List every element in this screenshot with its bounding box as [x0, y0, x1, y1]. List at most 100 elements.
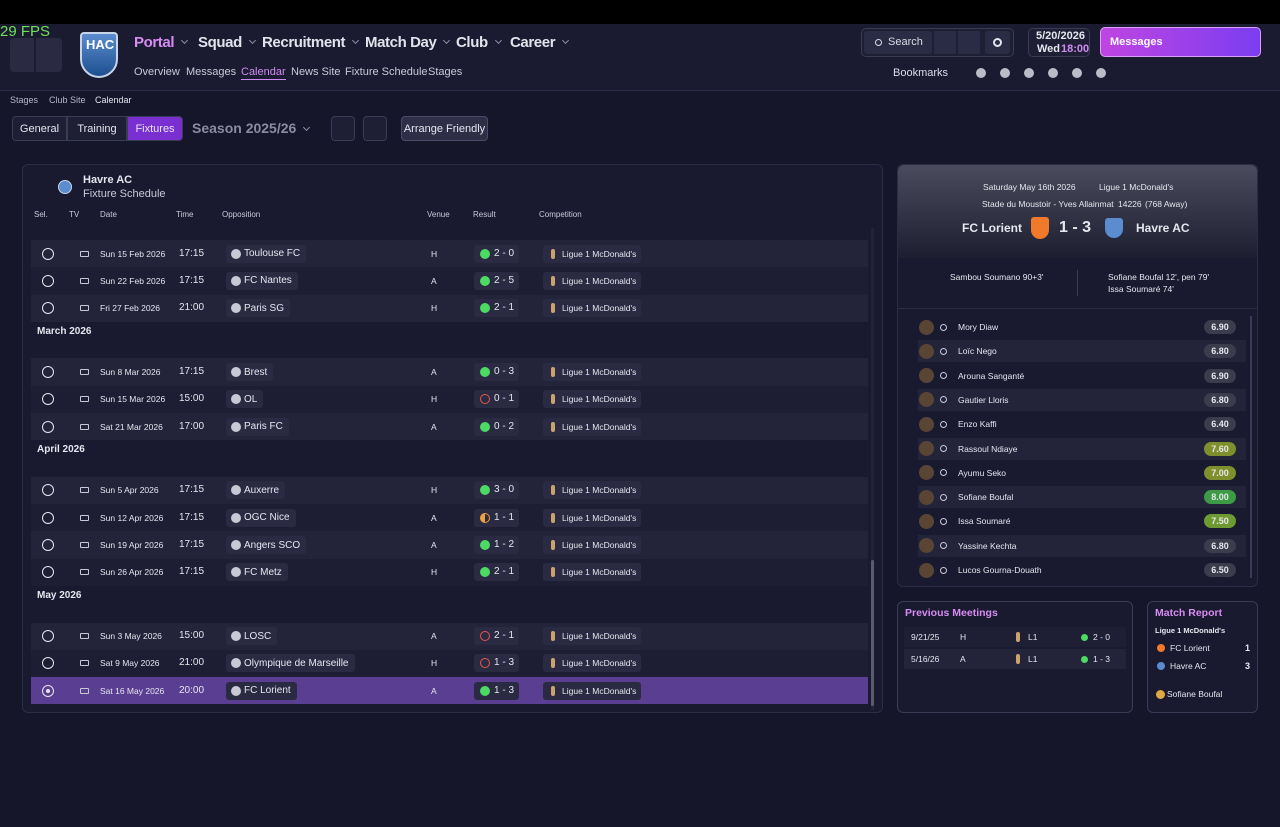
fixture-row[interactable] [31, 504, 868, 532]
next-season[interactable] [363, 116, 387, 141]
opponent-pill[interactable]: Toulouse FC [226, 244, 307, 263]
opponent-name[interactable]: FC Lorient [244, 685, 291, 697]
nav-label[interactable]: Squad [198, 33, 242, 51]
fixture-row[interactable] [31, 385, 868, 413]
fixture-row[interactable] [31, 558, 868, 586]
opponent-name[interactable]: Auxerre [244, 484, 280, 496]
opponent-pill[interactable]: Paris SG [226, 299, 291, 318]
fixture-row[interactable] [31, 649, 868, 678]
ball-button[interactable] [958, 31, 980, 54]
opponent-pill[interactable]: FC Metz [226, 563, 288, 582]
messages-label[interactable]: Messages [1110, 36, 1163, 48]
breadcrumb-item[interactable]: Calendar [95, 95, 132, 105]
player-name[interactable]: Mory Diaw [958, 322, 999, 332]
fixture-row[interactable] [31, 240, 868, 268]
opponent-pill[interactable]: Brest [226, 363, 274, 381]
tab[interactable]: General [12, 116, 67, 141]
player-row[interactable] [918, 534, 1246, 557]
opponent-name[interactable]: OL [244, 393, 258, 405]
opponent-pill[interactable]: LOSC [226, 627, 278, 646]
subnav-item[interactable]: Stages [428, 66, 463, 78]
opponent-name[interactable]: Toulouse FC [244, 248, 301, 260]
opponent-name[interactable]: FC Metz [244, 566, 282, 578]
breadcrumb-item[interactable]: Club Site [49, 95, 86, 105]
opponent-pill[interactable]: Angers SCO [226, 536, 307, 554]
opponent-name[interactable]: Paris SG [244, 302, 285, 314]
player-name[interactable]: Lucos Gourna-Douath [958, 565, 1042, 575]
opponent-name[interactable]: Olympique de Marseille [244, 657, 349, 669]
nav-item[interactable]: Career [510, 32, 570, 52]
nav-item[interactable]: Squad [198, 32, 256, 52]
opponent-name[interactable]: Angers SCO [244, 539, 301, 551]
bookmarks-label[interactable]: Bookmarks [893, 67, 949, 79]
season-selector[interactable]: Season 2025/26 [192, 120, 311, 136]
player-name[interactable]: Sofiane Boufal [958, 492, 1014, 503]
fixture-row[interactable] [31, 294, 868, 322]
fixture-row[interactable] [31, 476, 868, 505]
fixture-row[interactable] [31, 622, 868, 650]
subnav-item[interactable]: Calendar [241, 66, 286, 80]
opponent-name[interactable]: Paris FC [244, 421, 283, 433]
player-row[interactable] [918, 437, 1246, 460]
opponent-pill[interactable]: FC Nantes [226, 271, 298, 290]
player-name[interactable]: Issa Soumaré [958, 516, 1011, 527]
player-name[interactable]: Enzo Kaffi [958, 419, 997, 430]
subnav-item[interactable]: Fixture Schedule [345, 66, 428, 78]
nav-item[interactable]: Match Day [365, 32, 451, 52]
opponent-pill[interactable]: Paris FC [226, 417, 289, 436]
player-row[interactable] [918, 340, 1246, 363]
fixture-row[interactable] [31, 677, 868, 705]
tab[interactable]: Training [67, 116, 127, 141]
tab-label[interactable]: Fixtures [135, 123, 175, 135]
subnav-item[interactable]: Overview [134, 66, 180, 78]
nav-label[interactable]: Club [456, 33, 488, 51]
player-name[interactable]: Rassoul Ndiaye [958, 443, 1018, 454]
nav-item[interactable]: Portal [134, 32, 189, 52]
subnav-item[interactable]: Messages [186, 66, 237, 78]
fixture-row[interactable] [31, 358, 868, 386]
player-row[interactable] [918, 486, 1246, 509]
opponent-pill[interactable]: OGC Nice [226, 508, 296, 527]
player-name[interactable]: Ayumu Seko [958, 467, 1007, 478]
messages-button[interactable] [1100, 27, 1261, 57]
date-box[interactable] [1028, 28, 1090, 57]
opponent-pill[interactable]: Auxerre [226, 481, 286, 500]
opponent-name[interactable]: OGC Nice [244, 512, 290, 524]
player-name[interactable]: Loïc Nego [958, 346, 997, 357]
search-label[interactable]: Search [888, 36, 923, 48]
breadcrumb-item[interactable]: Stages [10, 95, 39, 105]
opponent-name[interactable]: FC Nantes [244, 275, 292, 287]
arrange-friendly-label[interactable]: Arrange Friendly [403, 123, 486, 135]
fixture-row[interactable] [31, 531, 868, 559]
opponent-name[interactable]: LOSC [244, 630, 272, 642]
fixture-row[interactable] [31, 413, 868, 441]
nav-label[interactable]: Recruitment [262, 33, 346, 51]
prev-season[interactable] [331, 116, 355, 141]
match-report-title[interactable]: Match Report [1155, 607, 1223, 619]
nav-label[interactable]: Match Day [365, 33, 437, 51]
opponent-name[interactable]: Brest [244, 366, 268, 378]
back-button[interactable] [10, 38, 34, 72]
forward-button[interactable] [36, 38, 62, 72]
nav-item[interactable]: Club [456, 32, 502, 52]
nav-label[interactable]: Career [510, 33, 556, 51]
meeting-row[interactable] [904, 627, 1126, 647]
player-name[interactable]: Gautier Lloris [958, 394, 1009, 405]
opponent-pill[interactable]: Olympique de Marseille [226, 654, 355, 673]
search-button[interactable] [864, 31, 932, 54]
nav-item[interactable]: Recruitment [262, 32, 360, 52]
arrange-friendly-button[interactable]: Arrange Friendly [401, 116, 488, 141]
fixture-row[interactable] [31, 267, 868, 295]
meeting-row[interactable] [904, 649, 1126, 669]
opponent-pill[interactable]: OL [226, 390, 264, 409]
tab[interactable]: Fixtures [127, 116, 183, 141]
tab-label[interactable]: Training [77, 123, 117, 135]
player-name[interactable]: Arouna Sanganté [958, 370, 1025, 381]
player-name[interactable]: Yassine Kechta [958, 540, 1017, 551]
nav-label[interactable]: Portal [134, 33, 175, 51]
bookmark-button[interactable] [934, 31, 956, 54]
opponent-pill[interactable]: FC Lorient [226, 681, 297, 700]
subnav-item[interactable]: News Site [291, 66, 341, 78]
tab-label[interactable]: General [19, 123, 60, 135]
player-row[interactable] [918, 388, 1246, 411]
